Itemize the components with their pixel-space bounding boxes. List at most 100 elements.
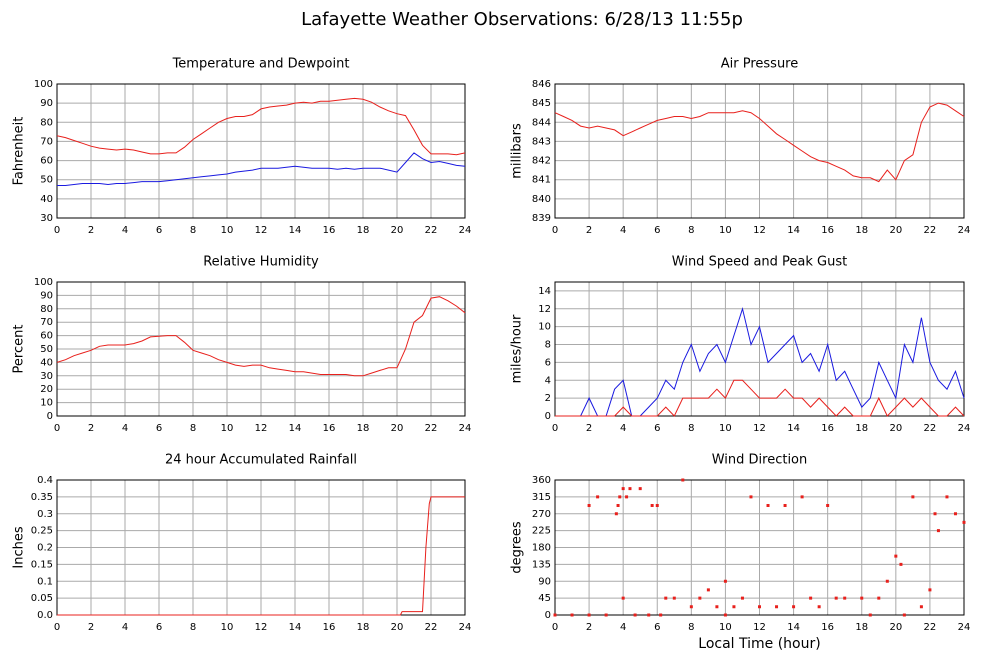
data-point — [681, 478, 685, 482]
y-tick-label: 50 — [40, 175, 53, 186]
y-tick-label: 0 — [545, 610, 551, 621]
data-line — [554, 102, 965, 183]
y-axis-label: Inches — [12, 526, 27, 568]
y-axis-label: degrees — [510, 521, 525, 574]
chart-title: Temperature and Dewpoint — [172, 57, 350, 72]
data-point — [783, 504, 787, 507]
data-point — [633, 613, 637, 617]
data-line — [56, 97, 466, 156]
y-tick-label: 0.3 — [37, 509, 53, 520]
data-point — [664, 596, 668, 600]
x-tick-label: 20 — [889, 622, 902, 633]
y-tick-label: 80 — [40, 304, 53, 315]
y-tick-label: 10 — [538, 322, 551, 333]
x-tick-label: 22 — [924, 622, 937, 633]
x-tick-label: 16 — [821, 225, 834, 236]
x-tick-label: 20 — [391, 225, 404, 236]
y-tick-label: 70 — [40, 136, 53, 147]
y-tick-label: 40 — [40, 194, 53, 205]
data-point — [885, 579, 889, 583]
data-point — [614, 512, 618, 516]
x-tick-label: 4 — [620, 423, 626, 434]
data-point — [616, 504, 620, 507]
data-point — [689, 605, 693, 609]
x-tick-label: 6 — [156, 423, 162, 434]
data-point — [868, 613, 872, 617]
data-point — [570, 613, 574, 617]
data-point — [792, 605, 796, 609]
y-tick-label: 0 — [47, 411, 53, 422]
x-tick-label: 22 — [924, 225, 937, 236]
x-tick-label: 4 — [122, 423, 128, 434]
y-tick-label: 840 — [532, 194, 551, 205]
y-tick-label: 60 — [40, 331, 53, 342]
y-tick-label: 45 — [538, 593, 551, 604]
y-tick-label: 0.35 — [31, 492, 53, 503]
data-line — [57, 496, 465, 616]
data-point — [834, 596, 838, 600]
data-point — [587, 504, 591, 507]
x-tick-label: 2 — [88, 622, 94, 633]
x-tick-label: 2 — [586, 423, 592, 434]
data-point — [928, 588, 932, 592]
data-point — [621, 487, 625, 491]
y-axis-label: Fahrenheit — [12, 117, 27, 186]
data-point — [800, 495, 804, 499]
x-tick-label: 8 — [688, 225, 694, 236]
x-tick-label: 10 — [221, 225, 234, 236]
y-tick-label: 6 — [545, 357, 551, 368]
x-tick-label: 12 — [255, 423, 268, 434]
data-point — [655, 504, 659, 507]
plot-frame — [554, 83, 965, 219]
data-point — [945, 495, 949, 499]
data-line — [56, 296, 466, 377]
x-tick-label: 14 — [787, 622, 800, 633]
y-tick-label: 100 — [34, 277, 53, 288]
x-tick-label: 12 — [255, 622, 268, 633]
x-tick-label: 4 — [122, 225, 128, 236]
y-tick-label: 270 — [532, 509, 551, 520]
y-tick-label: 845 — [532, 98, 551, 109]
x-tick-label: 14 — [787, 423, 800, 434]
x-tick-label: 0 — [552, 622, 558, 633]
data-point — [899, 562, 903, 566]
y-tick-label: 0.0 — [37, 610, 53, 621]
data-point — [723, 579, 727, 583]
data-point — [715, 605, 719, 609]
y-tick-label: 841 — [532, 175, 551, 186]
data-point — [740, 596, 744, 600]
y-tick-label: 4 — [545, 375, 551, 386]
y-tick-label: 0.2 — [37, 543, 53, 554]
y-tick-label: 0.1 — [37, 576, 53, 587]
data-point — [625, 495, 629, 499]
y-tick-label: 10 — [40, 398, 53, 409]
data-point — [647, 613, 651, 617]
y-tick-label: 180 — [532, 543, 551, 554]
y-tick-label: 8 — [545, 340, 551, 351]
data-point — [553, 613, 557, 617]
y-axis-label: Percent — [12, 325, 27, 374]
data-point — [587, 613, 591, 617]
x-tick-label: 4 — [620, 622, 626, 633]
data-point — [638, 487, 642, 491]
data-point — [659, 613, 663, 617]
x-tick-label: 2 — [88, 423, 94, 434]
data-point — [749, 495, 753, 499]
data-line — [555, 306, 965, 417]
y-tick-label: 843 — [532, 136, 551, 147]
x-tick-label: 16 — [821, 423, 834, 434]
data-point — [706, 588, 710, 592]
x-tick-label: 22 — [924, 423, 937, 434]
x-tick-label: 10 — [719, 622, 732, 633]
x-tick-label: 2 — [586, 622, 592, 633]
data-point — [826, 504, 830, 507]
x-tick-label: 12 — [753, 423, 766, 434]
x-tick-label: 22 — [425, 225, 438, 236]
y-tick-label: 30 — [40, 213, 53, 224]
chart-title: Air Pressure — [721, 57, 799, 72]
x-tick-label: 10 — [719, 225, 732, 236]
x-tick-label: 6 — [654, 622, 660, 633]
x-tick-label: 14 — [289, 622, 302, 633]
x-tick-label: 12 — [753, 622, 766, 633]
